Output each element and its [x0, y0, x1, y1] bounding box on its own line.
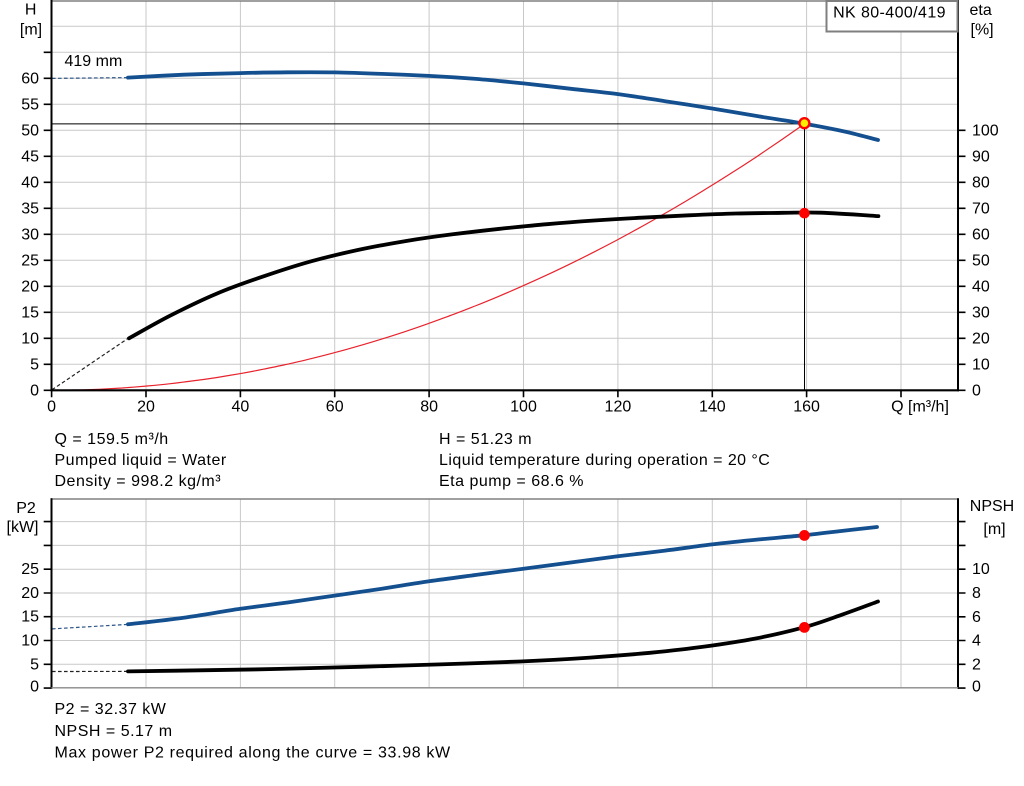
svg-text:50: 50	[21, 122, 39, 139]
svg-text:0: 0	[972, 382, 981, 399]
svg-text:10: 10	[972, 561, 990, 578]
svg-text:NK 80-400/419: NK 80-400/419	[833, 5, 946, 22]
svg-text:15: 15	[21, 609, 39, 626]
svg-text:5: 5	[30, 356, 39, 373]
svg-text:H = 51.23 m: H = 51.23 m	[439, 431, 532, 448]
svg-text:20: 20	[21, 585, 39, 602]
svg-text:20: 20	[137, 399, 155, 416]
svg-text:100: 100	[510, 399, 537, 416]
svg-text:40: 40	[232, 399, 250, 416]
svg-text:0: 0	[30, 679, 39, 696]
svg-text:45: 45	[21, 148, 39, 165]
svg-text:Pumped liquid = Water: Pumped liquid = Water	[55, 452, 227, 469]
svg-text:2: 2	[972, 656, 981, 673]
svg-text:90: 90	[972, 148, 990, 165]
svg-text:0: 0	[972, 679, 981, 696]
svg-text:H: H	[25, 1, 37, 18]
svg-text:10: 10	[21, 330, 39, 347]
svg-text:5: 5	[30, 656, 39, 673]
svg-text:35: 35	[21, 200, 39, 217]
svg-text:30: 30	[21, 226, 39, 243]
svg-text:[m]: [m]	[983, 521, 1005, 538]
svg-text:25: 25	[21, 252, 39, 269]
svg-text:8: 8	[972, 585, 981, 602]
svg-text:P2 = 32.37 kW: P2 = 32.37 kW	[55, 701, 167, 718]
svg-text:eta: eta	[970, 2, 992, 19]
svg-text:Q [m³/h]: Q [m³/h]	[891, 399, 949, 416]
svg-text:70: 70	[972, 200, 990, 217]
svg-text:60: 60	[972, 226, 990, 243]
svg-text:4: 4	[972, 633, 981, 650]
svg-text:100: 100	[972, 122, 999, 139]
svg-text:Density = 998.2 kg/m³: Density = 998.2 kg/m³	[55, 473, 222, 490]
svg-text:120: 120	[605, 399, 632, 416]
svg-text:55: 55	[21, 96, 39, 113]
svg-text:80: 80	[420, 399, 438, 416]
svg-text:10: 10	[972, 356, 990, 373]
svg-text:Liquid temperature during oper: Liquid temperature during operation = 20…	[439, 452, 770, 469]
svg-text:60: 60	[326, 399, 344, 416]
svg-text:NPSH = 5.17 m: NPSH = 5.17 m	[55, 723, 173, 740]
svg-text:140: 140	[699, 399, 726, 416]
svg-text:30: 30	[972, 304, 990, 321]
svg-text:80: 80	[972, 174, 990, 191]
svg-text:[m]: [m]	[20, 22, 42, 39]
svg-text:60: 60	[21, 70, 39, 87]
svg-text:40: 40	[21, 174, 39, 191]
svg-text:419 mm: 419 mm	[65, 53, 123, 70]
svg-text:20: 20	[972, 330, 990, 347]
svg-text:160: 160	[793, 399, 820, 416]
svg-text:10: 10	[21, 633, 39, 650]
svg-text:Max power P2 required along th: Max power P2 required along the curve = …	[55, 744, 452, 761]
svg-text:[kW]: [kW]	[7, 519, 39, 536]
svg-text:0: 0	[47, 399, 56, 416]
svg-text:50: 50	[972, 252, 990, 269]
svg-text:Q = 159.5 m³/h: Q = 159.5 m³/h	[55, 431, 169, 448]
svg-text:40: 40	[972, 278, 990, 295]
svg-text:0: 0	[30, 382, 39, 399]
svg-text:Eta pump = 68.6 %: Eta pump = 68.6 %	[439, 473, 584, 490]
svg-text:NPSH: NPSH	[970, 498, 1014, 515]
svg-text:6: 6	[972, 609, 981, 626]
svg-text:P2: P2	[16, 500, 36, 517]
svg-text:25: 25	[21, 561, 39, 578]
svg-text:20: 20	[21, 278, 39, 295]
svg-text:[%]: [%]	[971, 22, 994, 39]
svg-text:15: 15	[21, 304, 39, 321]
